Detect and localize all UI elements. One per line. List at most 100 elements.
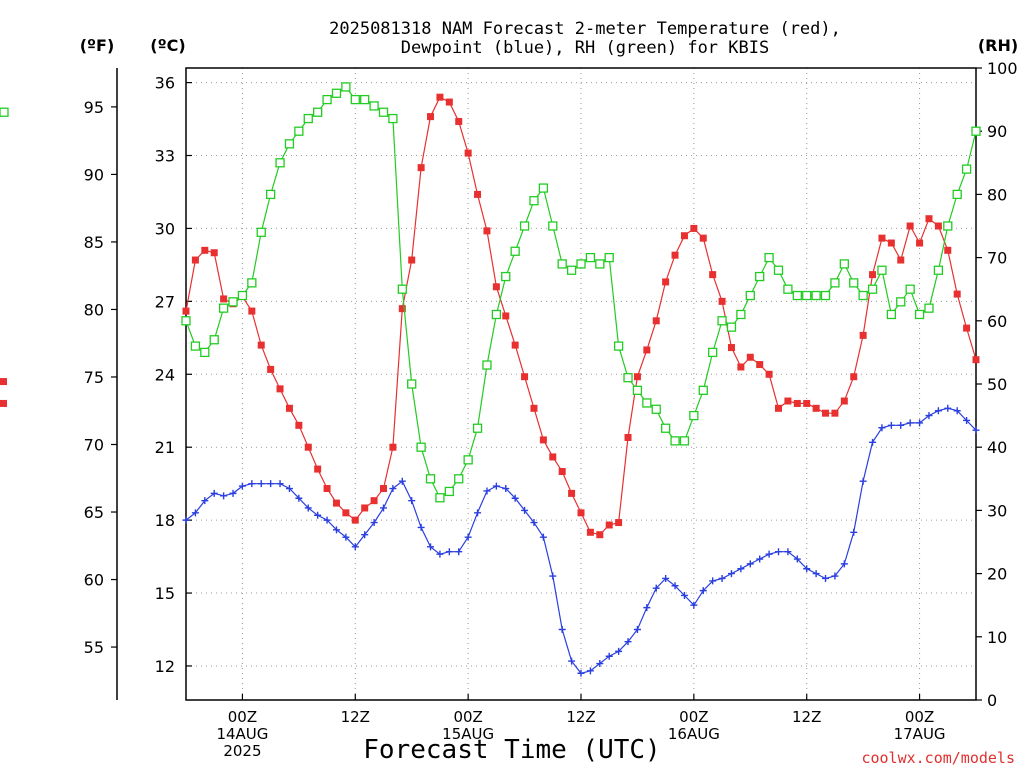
rh-point [472,423,483,433]
rh-point [247,278,257,288]
dewpoint-point [671,582,679,590]
rh-point [961,164,972,174]
rh-point [717,316,727,326]
temperature-point [643,346,651,354]
dewpoint-point [417,523,425,531]
x-tick-label: 00Z [453,708,482,726]
dewpoint-point [474,509,482,517]
temperature-point [784,397,792,405]
temperature-point [0,399,7,407]
rh-point [510,246,520,256]
rh-point [764,252,774,263]
dewpoint-point [220,492,228,500]
rh-point [708,347,718,358]
rh-point [830,278,840,288]
rh-point [971,126,981,136]
dewpoint-point [775,548,782,556]
temperature-point [624,433,632,441]
temperature-point [699,234,707,242]
temperature-point [191,256,199,264]
dewpoint-point [925,412,933,420]
rh-point [313,107,323,117]
fahrenheit-axis-label: (ºF) [80,36,115,55]
rh-point [660,423,671,433]
rh-point [388,113,398,124]
celsius-tick-label: 24 [155,365,175,384]
temperature-point [925,215,933,223]
rh-point [218,303,229,313]
celsius-tick-label: 21 [155,438,175,457]
rh-point [0,107,9,117]
dewpoint-point [803,565,811,573]
temperature-point [596,531,604,539]
rh-point [886,309,897,320]
rh-point [256,227,266,237]
rh-point [726,322,737,332]
temperature-point [680,232,688,240]
dewpoint-point [521,506,529,514]
rh-point [265,189,276,200]
rh-point [689,410,699,421]
dewpoint-point [727,570,735,578]
dewpoint-point [408,497,416,505]
dewpoint-point [765,550,773,558]
temperature-point [558,468,566,476]
dewpoint-point [633,626,641,634]
rh-point [623,373,633,383]
dewpoint-point [210,489,218,497]
rh-point [360,94,370,105]
dewpoint-point [370,519,378,527]
temperature-point [201,246,209,254]
dewpoint-point [963,416,971,424]
rh-point [275,158,285,168]
celsius-tick-label: 15 [155,584,175,603]
dewpoint-point [934,407,942,415]
rh-point [454,474,464,484]
dewpoint-point [718,574,726,582]
tick-labels: 55 60 65 70 75 80 85 90 95 12 15 18 21 24 27 30 33 36 0 10 2… [84,59,1018,760]
temperature-point [690,224,698,232]
credit-text: coolwx.com/models [861,749,1015,767]
temperature-point [427,113,435,121]
rh-point [679,436,690,446]
dewpoint-point [577,669,585,677]
rh-point [397,284,407,294]
dewpoint-point [756,555,764,563]
dewpoint-point [229,489,237,497]
dewpoint-point [897,421,905,429]
temperature-point [342,509,350,517]
temperature-point [633,373,641,381]
dewpoint-point [492,482,500,490]
rh-point [284,139,295,149]
dewpoint-point [483,487,491,495]
rh-point [190,341,201,351]
temperature-point [709,271,717,279]
temperature-point [492,283,500,291]
rh-point [548,221,558,231]
temperature-point [812,404,820,412]
rh-point [783,284,793,294]
temperature-point [944,246,952,254]
rh-tick-label: 80 [987,185,1007,204]
dewpoint-point [342,533,350,541]
rh-tick-label: 50 [987,375,1007,394]
dewpoint-point [793,555,801,563]
rh-point [745,290,755,301]
x-tick-label: 15AUG [442,725,494,743]
rh-point [228,297,238,307]
temperature-series-line [185,96,977,536]
temperature-point [549,453,557,461]
rh-point [952,189,962,200]
temperature-point [746,353,754,361]
rh-point [407,379,417,389]
dewpoint-point [615,647,623,655]
temperature-point [727,344,735,352]
temperature-point [652,317,660,325]
dewpoint-point [257,480,265,488]
dewpoint-point [916,419,924,427]
rh-point [576,259,586,269]
dewpoint-point [596,660,604,668]
rh-tick-label: 70 [987,249,1007,268]
temperature-point [445,98,453,106]
rh-point [943,221,953,231]
